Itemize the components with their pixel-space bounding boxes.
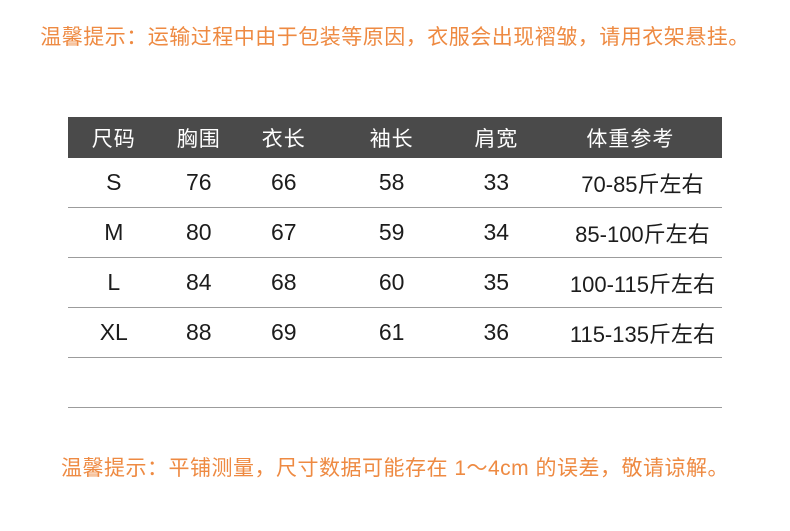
cell-length: 69 bbox=[238, 307, 330, 358]
cell-shoulder: 34 bbox=[453, 207, 539, 258]
cell-length: 67 bbox=[238, 207, 330, 258]
col-header-bust: 胸围 bbox=[159, 117, 239, 158]
col-header-weight: 体重参考 bbox=[538, 117, 722, 158]
col-header-size: 尺码 bbox=[68, 117, 160, 158]
cell-size: XL bbox=[68, 307, 160, 358]
cell-bust: 84 bbox=[159, 257, 239, 308]
size-table: 尺码 胸围 衣长 袖长 肩宽 体重参考 S 76 66 58 33 70-85斤… bbox=[68, 117, 722, 408]
cell-bust: 80 bbox=[159, 207, 239, 258]
cell-sleeve: 60 bbox=[329, 257, 454, 308]
cell-sleeve: 58 bbox=[329, 158, 454, 208]
table-row-s: S 76 66 58 33 70-85斤左右 bbox=[68, 158, 722, 208]
table-row-xl: XL 88 69 61 36 115-135斤左右 bbox=[68, 307, 722, 358]
cell-weight: 115-135斤左右 bbox=[538, 307, 722, 358]
cell-shoulder: 36 bbox=[453, 307, 539, 358]
cell-size: M bbox=[68, 207, 160, 258]
top-notice-text: 温馨提示：运输过程中由于包装等原因，衣服会出现褶皱，请用衣架悬挂。 bbox=[40, 26, 750, 49]
cell-bust: 76 bbox=[159, 158, 239, 208]
col-header-length: 衣长 bbox=[238, 117, 330, 158]
cell-sleeve: 61 bbox=[329, 307, 454, 358]
cell-size: S bbox=[68, 158, 160, 208]
table-row-m: M 80 67 59 34 85-100斤左右 bbox=[68, 207, 722, 258]
cell-sleeve: 59 bbox=[329, 207, 454, 258]
cell-weight: 100-115斤左右 bbox=[538, 257, 722, 308]
col-header-shoulder: 肩宽 bbox=[453, 117, 539, 158]
cell-length: 66 bbox=[238, 158, 330, 208]
table-row-l: L 84 68 60 35 100-115斤左右 bbox=[68, 257, 722, 308]
col-header-sleeve: 袖长 bbox=[329, 117, 454, 158]
cell-bust: 88 bbox=[159, 307, 239, 358]
cell-size: L bbox=[68, 257, 160, 308]
cell-shoulder: 33 bbox=[453, 158, 539, 208]
cell-weight: 85-100斤左右 bbox=[538, 207, 722, 258]
cell-weight: 70-85斤左右 bbox=[538, 158, 722, 208]
empty-cell bbox=[68, 357, 722, 408]
bottom-notice-text: 温馨提示：平铺测量，尺寸数据可能存在 1～4cm 的误差，敬请谅解。 bbox=[60, 457, 730, 480]
cell-shoulder: 35 bbox=[453, 257, 539, 308]
cell-length: 68 bbox=[238, 257, 330, 308]
size-table-header-row: 尺码 胸围 衣长 袖长 肩宽 体重参考 bbox=[68, 117, 722, 158]
table-row-empty bbox=[68, 357, 722, 408]
